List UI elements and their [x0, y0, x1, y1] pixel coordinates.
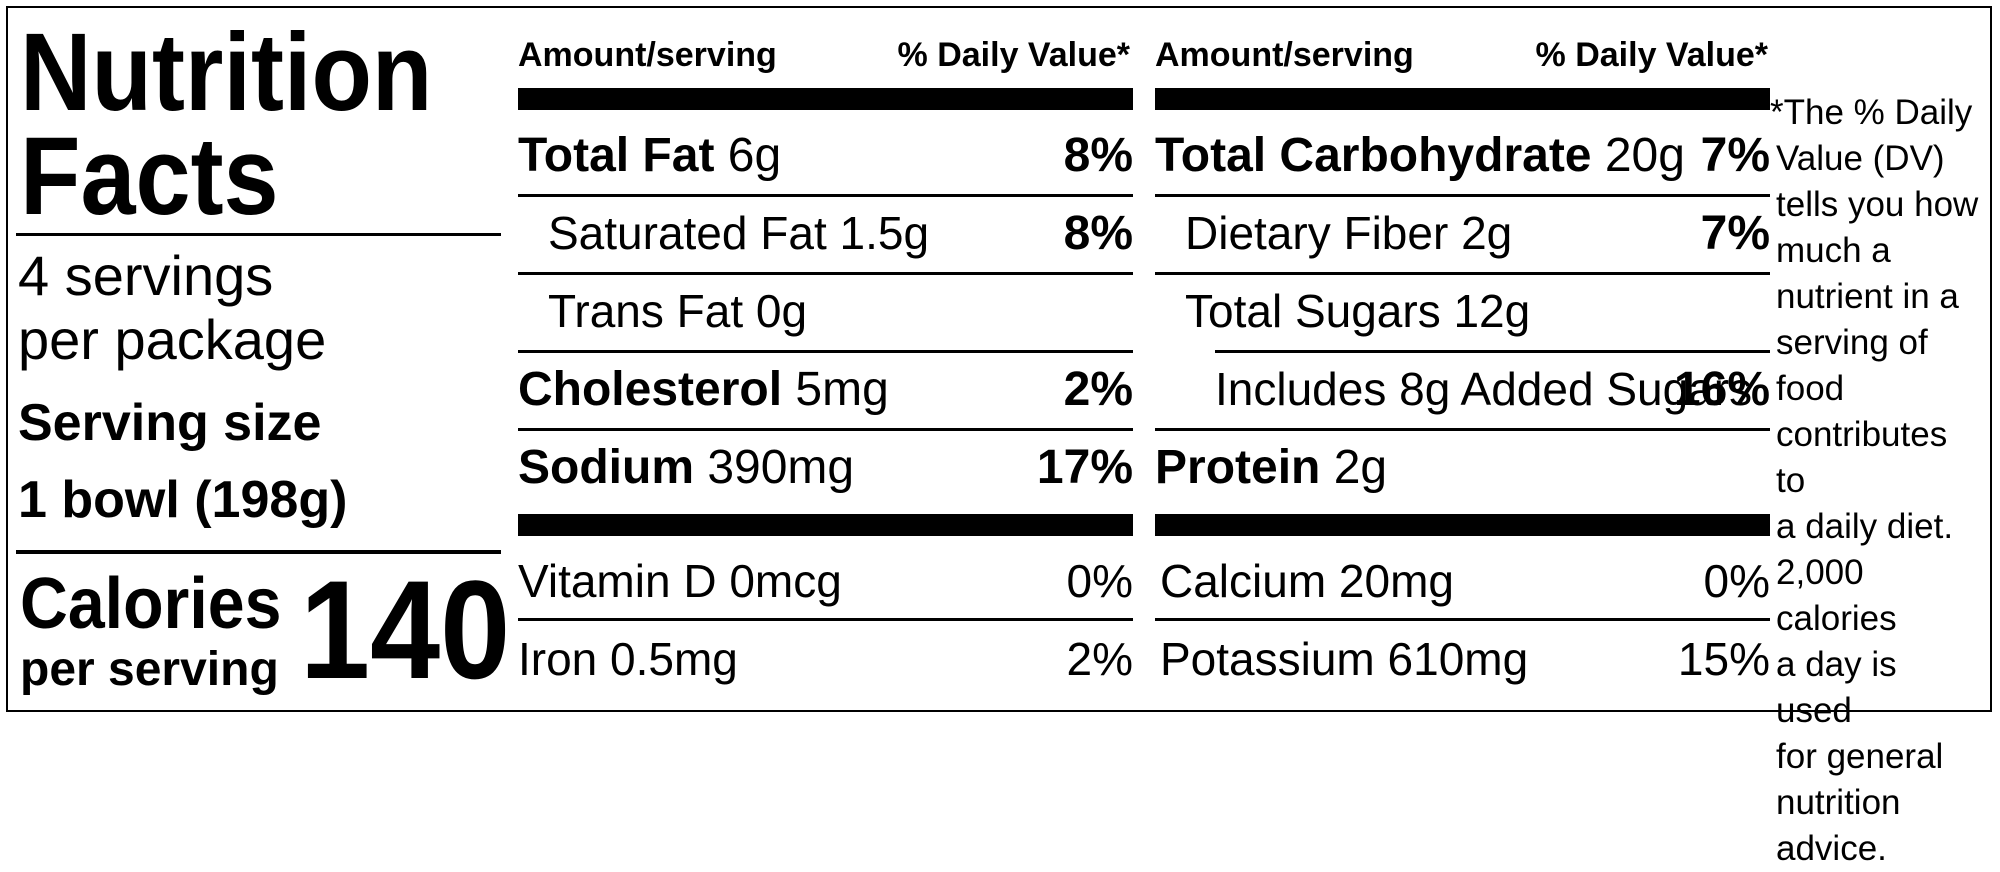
header-dv-left: % Daily Value*	[897, 36, 1130, 74]
header-amount-left: Amount/serving	[518, 36, 777, 74]
vitamin-row-calcium: Calcium 20mg	[1160, 555, 1454, 607]
nutrient-row-cholesterol: Cholesterol 5mg	[518, 363, 889, 416]
footnote-line: serving of food	[1776, 323, 1928, 408]
row-rule	[518, 194, 1133, 197]
nutrient-row-saturated-fat: Saturated Fat 1.5g	[548, 207, 930, 259]
dv-sodium: 17%	[1036, 441, 1133, 494]
dv-total-fat: 8%	[1063, 129, 1133, 182]
row-rule	[518, 428, 1133, 431]
row-rule	[1155, 194, 1770, 197]
serving-size-label: Serving size	[18, 394, 322, 452]
calories-value: 140	[300, 551, 511, 708]
dv-calcium: 0%	[1703, 555, 1770, 607]
nutrient-row-sodium: Sodium 390mg	[518, 441, 855, 494]
calories-label: Calories	[20, 564, 282, 644]
vitamin-row-vitamin-d: Vitamin D 0mcg	[518, 555, 842, 607]
row-rule	[1155, 618, 1770, 621]
dv-total-carbohydrate: 7%	[1700, 129, 1770, 182]
nutrient-row-added-sugars: Includes 8g Added Sugars	[1215, 363, 1753, 415]
header-dv-right: % Daily Value*	[1535, 36, 1768, 74]
footnote-line: for general	[1776, 737, 1944, 776]
footnote-line: 2,000 calories	[1776, 553, 1897, 638]
dv-iron: 2%	[1066, 633, 1133, 685]
header-amount-right: Amount/serving	[1155, 36, 1414, 74]
dv-dietary-fiber: 7%	[1700, 207, 1770, 260]
footnote-line: *The % Daily	[1770, 93, 1973, 132]
nutrient-row-total-sugars: Total Sugars 12g	[1185, 285, 1531, 337]
divider	[16, 550, 501, 554]
row-rule	[518, 350, 1133, 353]
nutrition-label	[6, 6, 1992, 712]
footnote-line: nutrient in a	[1776, 277, 1959, 316]
nutrient-row-protein: Protein 2g	[1155, 441, 1388, 494]
footnote-line: nutrition	[1776, 783, 1901, 822]
divider	[16, 233, 501, 236]
thick-bar	[1155, 88, 1770, 110]
row-rule	[518, 618, 1133, 621]
dv-cholesterol: 2%	[1063, 363, 1133, 416]
row-rule	[1155, 272, 1770, 275]
thick-bar	[518, 514, 1133, 536]
footnote-line: advice.	[1776, 829, 1887, 868]
thick-bar	[1155, 514, 1770, 536]
footnote-line: tells you how	[1776, 185, 1979, 224]
dv-saturated-fat: 8%	[1063, 207, 1133, 260]
row-rule	[1215, 350, 1770, 353]
vitamin-row-iron: Iron 0.5mg	[518, 633, 738, 685]
servings-line1: 4 servings	[18, 244, 274, 307]
footnote-line: a day is used	[1776, 645, 1897, 730]
footnote-line: Value (DV)	[1776, 139, 1945, 178]
nutrient-row-total-fat: Total Fat 6g	[518, 129, 782, 182]
footnote-line: contributes to	[1776, 415, 1948, 500]
footnote: *The % Daily Value (DV) tells you how mu…	[1770, 90, 1981, 872]
title-line1: Nutrition	[20, 11, 433, 134]
row-rule	[518, 272, 1133, 275]
nutrient-row-total-carbohydrate: Total Carbohydrate 20g	[1155, 129, 1685, 182]
title-line2: Facts	[20, 115, 279, 238]
servings-line2: per package	[18, 308, 327, 371]
serving-size-value: 1 bowl (198g)	[18, 471, 348, 529]
nutrient-row-trans-fat: Trans Fat 0g	[548, 285, 808, 337]
dv-added-sugars: 16%	[1673, 363, 1770, 416]
dv-vitamin-d: 0%	[1066, 555, 1133, 607]
footnote-line: much a	[1776, 231, 1891, 270]
vitamin-row-potassium: Potassium 610mg	[1160, 633, 1529, 685]
nutrient-row-dietary-fiber: Dietary Fiber 2g	[1185, 207, 1513, 259]
dv-potassium: 15%	[1677, 633, 1770, 685]
calories-sublabel: per serving	[20, 643, 279, 696]
row-rule	[1155, 428, 1770, 431]
footnote-line: a daily diet.	[1776, 507, 1954, 546]
thick-bar	[518, 88, 1133, 110]
